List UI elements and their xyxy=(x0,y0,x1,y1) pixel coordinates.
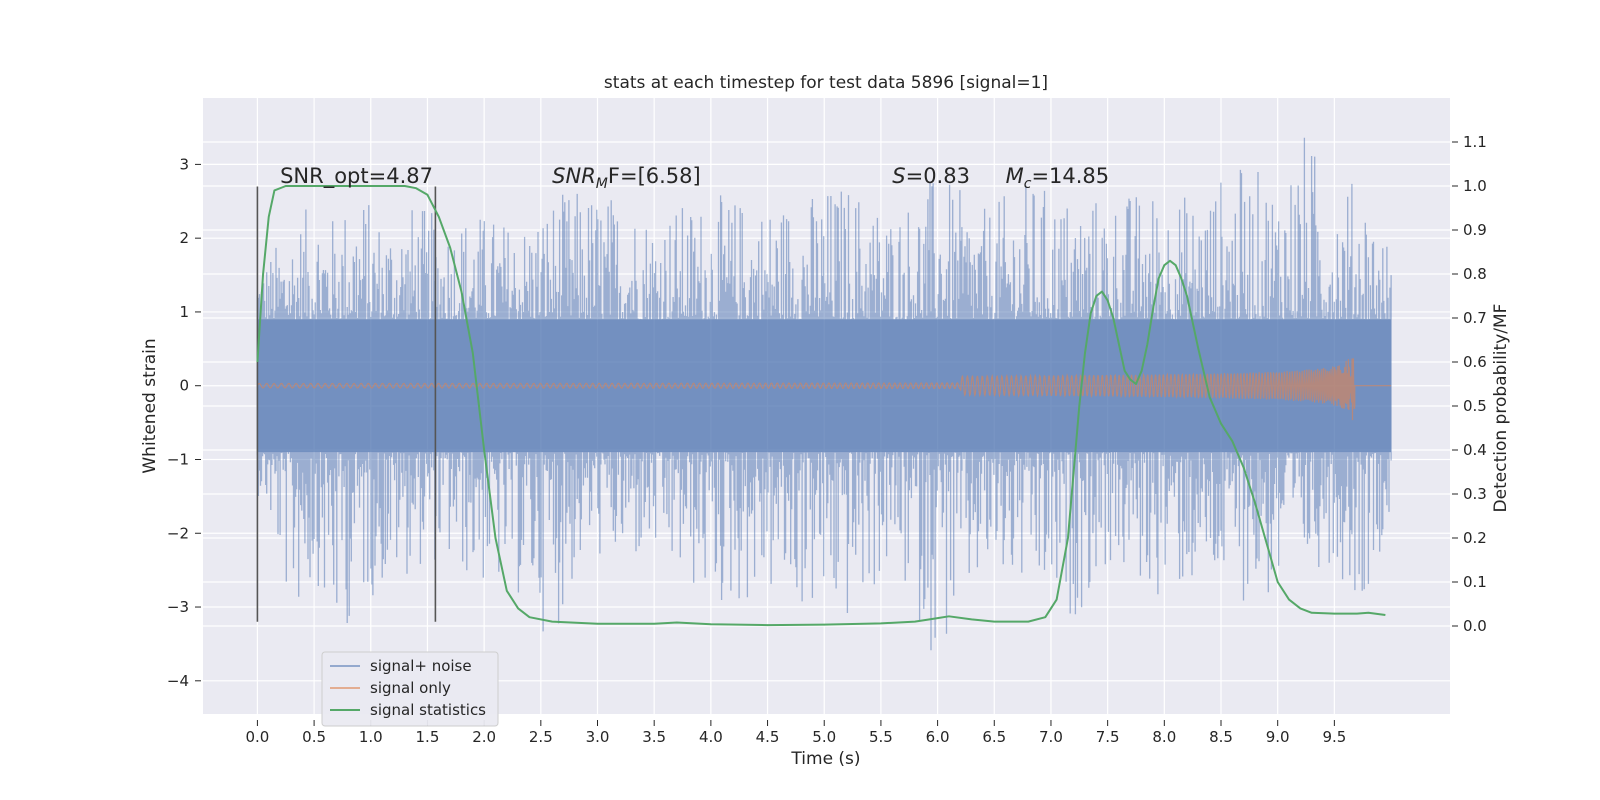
signal-statistics-series xyxy=(256,185,1386,627)
signal-only-series xyxy=(256,358,1392,421)
x-tick-label: 2.5 xyxy=(529,728,553,746)
x-tick-label: 6.5 xyxy=(982,728,1006,746)
signal-statistics-line xyxy=(256,185,1386,627)
y-tick-label: 1 xyxy=(179,303,189,321)
legend-label-signal-statistics: signal statistics xyxy=(370,701,486,719)
x-tick-label: 7.0 xyxy=(1039,728,1063,746)
x-tick-label: 5.5 xyxy=(869,728,893,746)
annotation-snr-mf-main: SNR xyxy=(552,164,596,188)
legend-box xyxy=(321,651,499,727)
y2-tick-label: 0.6 xyxy=(1463,353,1487,371)
y2-tick-label: 0.2 xyxy=(1463,529,1487,547)
legend-label-signal-noise: signal+ noise xyxy=(370,657,472,675)
y-tick-label: 3 xyxy=(179,155,189,173)
x-tick-label: 5.0 xyxy=(812,728,836,746)
x-tick-label: 2.0 xyxy=(472,728,496,746)
y2-tick-label: 0.4 xyxy=(1463,441,1487,459)
y-axis-label: Whitened strain xyxy=(140,338,160,473)
y2-tick-label: 0.0 xyxy=(1463,617,1487,635)
x-tick-label: 1.0 xyxy=(359,728,383,746)
y-tick-label: −4 xyxy=(167,672,189,690)
x-tick-label: 0.0 xyxy=(245,728,269,746)
y2-tick-label: 1.0 xyxy=(1463,177,1487,195)
y2-tick-label: 0.9 xyxy=(1463,221,1487,239)
annotation-mc-rest: =14.85 xyxy=(1031,164,1109,188)
annotation-mc-sub: c xyxy=(1024,176,1032,192)
x-tick-label: 4.5 xyxy=(756,728,780,746)
annotation-snr-opt: SNR_opt=4.87 xyxy=(280,164,433,189)
legend: signal+ noise signal only signal statist… xyxy=(321,651,499,727)
y-axis-ticks: −4 −3 −2 −1 0 1 2 3 xyxy=(167,155,201,690)
annotation-s-rest: =0.83 xyxy=(906,164,970,188)
y2-tick-label: 0.5 xyxy=(1463,397,1487,415)
y2-tick-label: 0.1 xyxy=(1463,573,1487,591)
x-axis-label: Time (s) xyxy=(790,749,860,769)
y-tick-label: −3 xyxy=(167,598,189,616)
y-tick-label: −1 xyxy=(167,450,189,468)
window-markers xyxy=(256,186,437,622)
x-tick-label: 9.5 xyxy=(1322,728,1346,746)
x-tick-label: 6.0 xyxy=(926,728,950,746)
annotation-snr-mf: SNRMF=[6.58] xyxy=(552,164,701,192)
annotation-mc-main: M xyxy=(1006,164,1024,188)
y2-tick-label: 0.7 xyxy=(1463,309,1487,327)
y2-tick-label: 1.1 xyxy=(1463,133,1487,151)
y2-axis-ticks: 0.0 0.1 0.2 0.3 0.4 0.5 0.6 0.7 0.8 0.9 1.0 1.1 xyxy=(1452,133,1487,635)
x-tick-label: 9.0 xyxy=(1266,728,1290,746)
y-tick-label: 2 xyxy=(179,229,189,247)
x-tick-label: 3.5 xyxy=(642,728,666,746)
legend-label-signal-only: signal only xyxy=(370,679,451,697)
x-tick-label: 0.5 xyxy=(302,728,326,746)
annotation-snr-mf-sub: M xyxy=(596,176,608,192)
chart-title: stats at each timestep for test data 589… xyxy=(604,73,1048,93)
y2-tick-label: 0.3 xyxy=(1463,485,1487,503)
y2-axis-label: Detection probability/MF xyxy=(1491,304,1511,513)
signal-only-trace xyxy=(256,358,1392,421)
x-tick-label: 7.5 xyxy=(1096,728,1120,746)
x-tick-label: 8.5 xyxy=(1209,728,1233,746)
annotation-s-main: S xyxy=(892,164,905,188)
y-tick-label: 0 xyxy=(179,377,189,395)
annotation-s: S=0.83 xyxy=(892,164,970,188)
annotation-mc: Mc=14.85 xyxy=(1006,164,1110,192)
annotations: SNR_opt=4.87 SNRMF=[6.58] S=0.83 Mc=14.8… xyxy=(280,164,1109,192)
y-tick-label: −2 xyxy=(167,524,189,542)
x-tick-label: 4.0 xyxy=(699,728,723,746)
x-tick-label: 1.5 xyxy=(416,728,440,746)
x-axis-ticks: 0.0 0.5 1.0 1.5 2.0 2.5 3.0 3.5 4.0 4.5 5.0 5.5 6.0 6… xyxy=(245,720,1346,746)
x-tick-label: 3.0 xyxy=(586,728,610,746)
annotation-snr-mf-rest: F=[6.58] xyxy=(608,164,701,188)
y2-tick-label: 0.8 xyxy=(1463,265,1487,283)
x-tick-label: 8.0 xyxy=(1152,728,1176,746)
